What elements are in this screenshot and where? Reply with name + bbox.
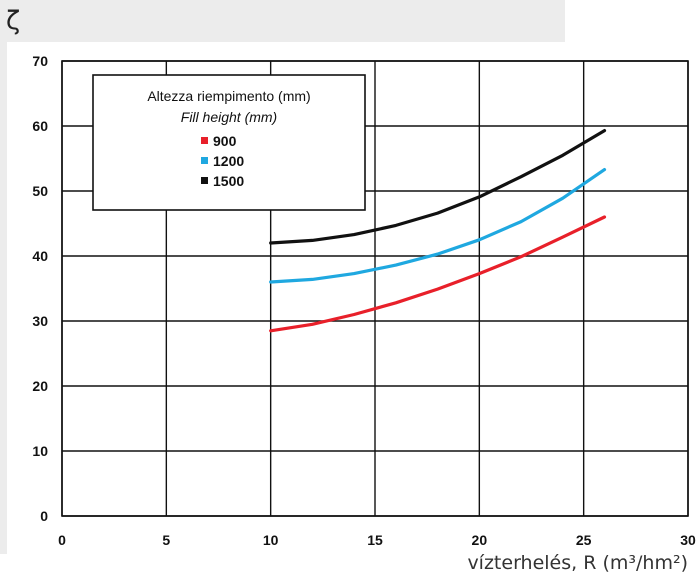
x-tick-label: 5 bbox=[162, 532, 170, 548]
legend-label-900: 900 bbox=[213, 133, 237, 149]
header-band bbox=[0, 0, 565, 42]
legend-swatch-1200 bbox=[201, 157, 208, 164]
y-tick-label: 40 bbox=[32, 248, 48, 264]
x-tick-label: 25 bbox=[576, 532, 592, 548]
tick-labels: 0 5 10 15 20 25 30 0 10 20 30 40 50 60 70 bbox=[32, 53, 696, 548]
x-tick-label: 30 bbox=[680, 532, 696, 548]
y-tick-label: 10 bbox=[32, 443, 48, 459]
x-axis-label: vízterhelés, R (m³/hm²) bbox=[467, 552, 688, 574]
legend-subtitle: Fill height (mm) bbox=[181, 109, 277, 125]
y-tick-label: 70 bbox=[32, 53, 48, 69]
series-line-1500 bbox=[269, 129, 607, 245]
series-line-1200 bbox=[269, 168, 607, 284]
legend-title: Altezza riempimento (mm) bbox=[147, 88, 310, 104]
y-tick-label: 50 bbox=[32, 183, 48, 199]
x-tick-label: 0 bbox=[58, 532, 66, 548]
y-tick-label: 0 bbox=[40, 508, 48, 524]
x-tick-label: 15 bbox=[367, 532, 383, 548]
legend-box bbox=[92, 74, 366, 211]
y-tick-label: 20 bbox=[32, 378, 48, 394]
plot-frame bbox=[61, 60, 689, 517]
legend-swatch-900 bbox=[201, 137, 208, 144]
x-tick-label: 10 bbox=[263, 532, 279, 548]
y-tick-label: 60 bbox=[32, 118, 48, 134]
left-band bbox=[0, 42, 7, 554]
x-tick-label: 20 bbox=[472, 532, 488, 548]
series-lines bbox=[269, 129, 607, 333]
grid bbox=[61, 60, 689, 517]
legend-label-1500: 1500 bbox=[213, 173, 244, 189]
legend: Altezza riempimento (mm) Fill height (mm)… bbox=[92, 74, 366, 211]
y-tick-label: 30 bbox=[32, 313, 48, 329]
legend-swatch-1500 bbox=[201, 177, 208, 184]
legend-label-1200: 1200 bbox=[213, 153, 244, 169]
series-line-900 bbox=[269, 215, 607, 333]
y-axis-label: ζ bbox=[6, 6, 21, 36]
